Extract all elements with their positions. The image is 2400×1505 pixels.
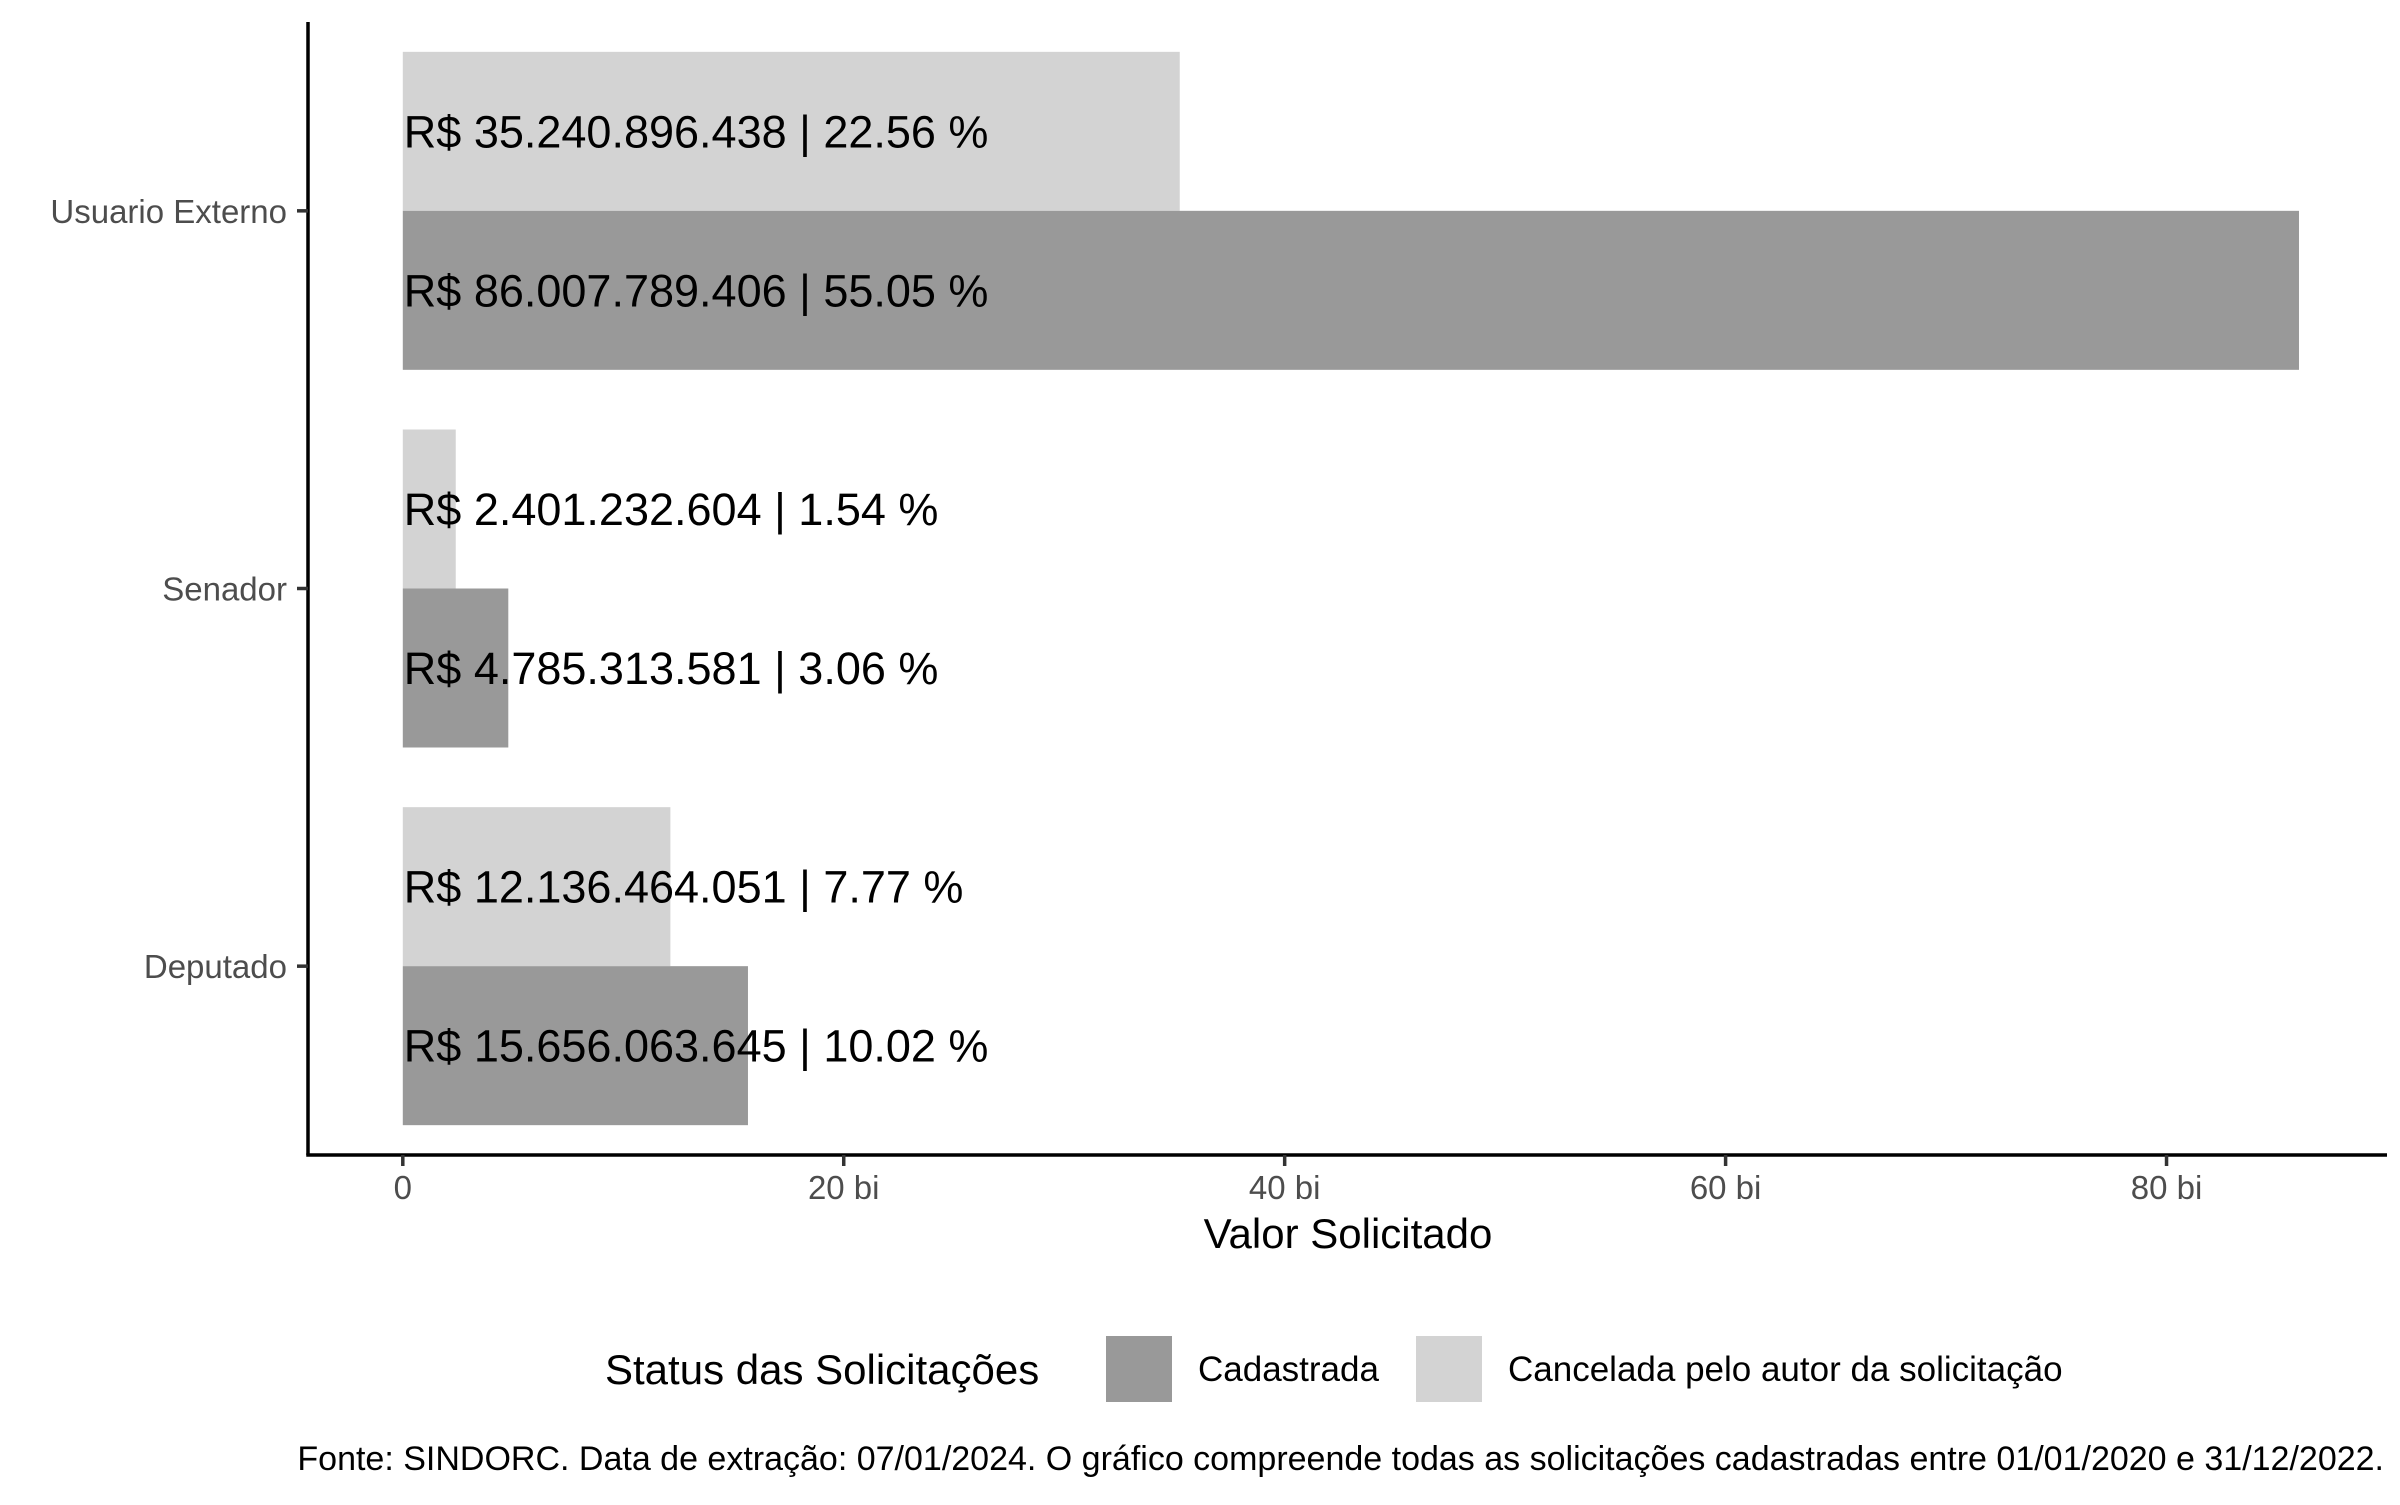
- legend-items: Cadastrada Cancelada pelo autor da solici…: [1106, 1336, 2063, 1402]
- x-axis-title: Valor Solicitado: [1204, 1210, 1493, 1257]
- chart-caption: Fonte: SINDORC. Data de extração: 07/01/…: [297, 1440, 2384, 1478]
- x-tick-label-4: 80 bi: [2131, 1169, 2203, 1206]
- bar-label-senador-cancelada: R$ 2.401.232.604 | 1.54 %: [404, 484, 939, 535]
- legend-key-cadastrada: [1106, 1336, 1172, 1402]
- bar-usuario-externo-cadastrada: [402, 210, 2299, 370]
- bar-deputado-cancelada: [402, 807, 671, 967]
- bar-labels-layer: R$ 35.240.896.438 | 22.56 % R$ 86.007.789…: [404, 106, 989, 1071]
- bar-deputado-cadastrada: [402, 966, 748, 1126]
- legend-title: Status das Solicitações: [605, 1346, 1039, 1393]
- legend-label-cadastrada: Cadastrada: [1198, 1350, 1379, 1389]
- x-tick-label-0: 0: [394, 1169, 412, 1206]
- y-tick-label-senador: Senador: [162, 571, 287, 608]
- bar-senador-cadastrada: [402, 588, 509, 748]
- x-tick-label-2: 40 bi: [1249, 1169, 1321, 1206]
- legend-key-cancelada: [1416, 1336, 1482, 1402]
- legend-label-cancelada: Cancelada pelo autor da solicitação: [1508, 1350, 2063, 1389]
- y-tick-label-usuario-externo: Usuario Externo: [50, 193, 287, 230]
- bars-layer: [402, 51, 2299, 1126]
- bar-label-senador-cadastrada: R$ 4.785.313.581 | 3.06 %: [404, 643, 939, 694]
- bar-label-usuario-externo-cadastrada: R$ 86.007.789.406 | 55.05 %: [404, 265, 989, 316]
- bar-label-deputado-cadastrada: R$ 15.656.063.645 | 10.02 %: [404, 1021, 989, 1072]
- x-tick-label-1: 20 bi: [808, 1169, 880, 1206]
- y-tick-label-deputado: Deputado: [144, 948, 287, 985]
- legend: Status das Solicitações Cadastrada Cancel…: [605, 1336, 2063, 1402]
- bar-label-deputado-cancelada: R$ 12.136.464.051 | 7.77 %: [404, 862, 964, 913]
- bar-label-usuario-externo-cancelada: R$ 35.240.896.438 | 22.56 %: [404, 106, 989, 157]
- bar-senador-cancelada: [402, 429, 456, 589]
- bar-usuario-externo-cancelada: [402, 51, 1180, 211]
- axes-layer: Usuario Externo Senador Deputado 0 20 bi 40 b…: [50, 22, 2387, 1206]
- x-tick-label-3: 60 bi: [1690, 1169, 1762, 1206]
